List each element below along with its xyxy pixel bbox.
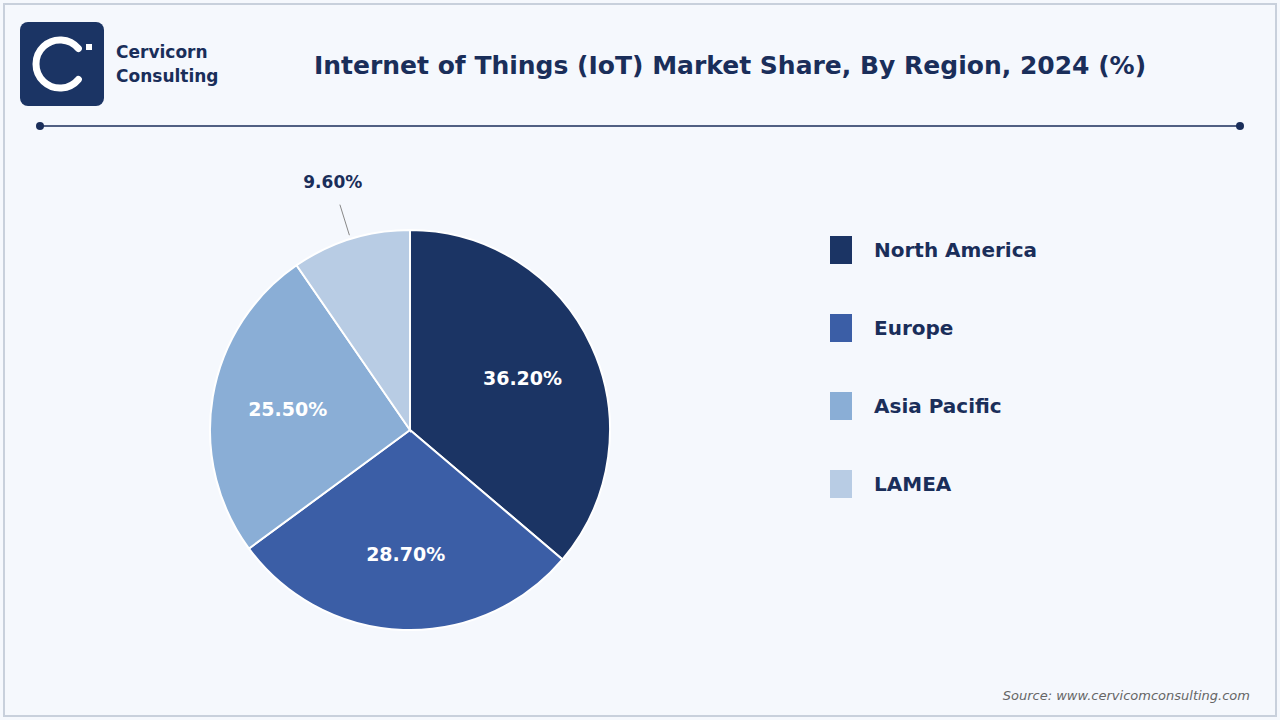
label-leader (340, 205, 350, 236)
legend-swatch (830, 392, 852, 420)
legend-swatch (830, 470, 852, 498)
page-border (4, 4, 1276, 716)
legend-swatch (830, 236, 852, 264)
brand-name: Cervicorn (116, 42, 208, 62)
header-rule-dot (1236, 122, 1244, 130)
logo-dot (86, 44, 92, 50)
legend-label: Asia Pacific (874, 394, 1002, 418)
logo-mark (36, 40, 78, 88)
chart-container: Cervicorn Consulting Internet of Things (I… (0, 0, 1280, 720)
background (0, 0, 1280, 720)
brand-name: Consulting (116, 66, 219, 86)
source-note: Source: www.cervicomconsulting.com (1003, 688, 1250, 703)
data-label: 9.60% (303, 172, 362, 192)
chart-title: Internet of Things (IoT) Market Share, B… (314, 51, 1146, 80)
header-rule (40, 125, 1240, 127)
data-label: 28.70% (366, 543, 445, 565)
logo (20, 22, 104, 106)
legend-label: LAMEA (874, 472, 952, 496)
pie-labels: 36.20% 28.70% 25.50% 9.60% (248, 172, 562, 565)
legend: North America Europe Asia Pacific LAMEA (830, 236, 1037, 498)
header-rule-dot (36, 122, 44, 130)
legend-label: Europe (874, 316, 953, 340)
pie (210, 230, 610, 630)
legend-label: North America (874, 238, 1037, 262)
chart-svg: Cervicorn Consulting Internet of Things (I… (0, 0, 1280, 720)
data-label: 25.50% (248, 398, 327, 420)
data-label: 36.20% (483, 367, 562, 389)
legend-swatch (830, 314, 852, 342)
logo-box (20, 22, 104, 106)
